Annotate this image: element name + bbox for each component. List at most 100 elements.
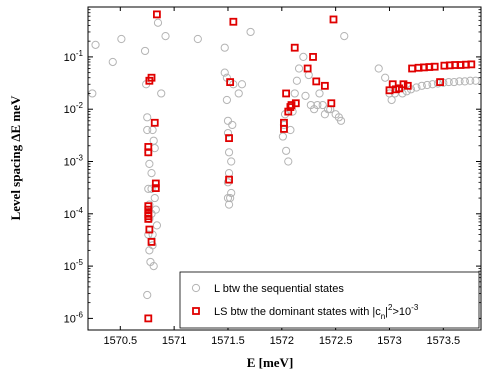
data-point-circle (147, 169, 156, 178)
data-point-square (280, 125, 288, 133)
data-point-circle (152, 221, 162, 230)
data-point-square (147, 238, 156, 246)
data-point-square (309, 53, 317, 61)
series-2 (144, 10, 476, 323)
data-point-circle (284, 157, 293, 166)
y-tick-label: 10-4 (64, 206, 84, 221)
data-point-square (291, 99, 300, 108)
data-point-circle (140, 46, 150, 56)
data-point-circle (220, 43, 229, 52)
x-tick-label: 1571.5 (211, 335, 245, 347)
x-tick-label: 1571 (162, 335, 186, 347)
y-tick-label: 10-5 (64, 258, 84, 273)
data-point-circle (282, 146, 291, 155)
data-point-circle (466, 76, 475, 85)
data-point-square (327, 99, 336, 108)
data-point-square (144, 148, 153, 157)
data-point-circle (313, 100, 322, 110)
data-point-square (226, 78, 235, 86)
data-point-circle (237, 80, 247, 89)
data-point-circle (143, 290, 152, 300)
data-point-circle (234, 89, 243, 98)
data-point-circle (144, 184, 153, 193)
data-point-square (225, 175, 233, 184)
legend-circle-marker (191, 283, 201, 293)
data-point-circle (151, 205, 160, 214)
data-point-circle (290, 89, 299, 98)
data-point-circle (228, 120, 237, 130)
data-point-circle (423, 80, 432, 90)
series-1 (88, 18, 480, 300)
legend-box (179, 271, 480, 329)
data-point-circle (108, 57, 117, 67)
data-point-circle (227, 157, 236, 166)
data-point-circle (428, 80, 437, 89)
data-point-square (399, 80, 408, 89)
data-point-circle (301, 91, 310, 100)
y-tick-label: 10-2 (64, 101, 84, 116)
data-point-square (430, 62, 439, 71)
data-point-square (320, 81, 329, 90)
x-tick-label: 1573.5 (426, 335, 460, 347)
data-point-circle (294, 64, 304, 73)
data-point-square (467, 60, 476, 69)
data-point-square (287, 101, 296, 109)
legend-label-1: L btw the sequential states (214, 283, 344, 295)
x-tick-label: 1570.5 (103, 335, 137, 347)
legend-label-2: LS btw the dominant states with |cn|2>10… (214, 303, 419, 321)
legend: L btw the sequential states LS btw the do… (179, 271, 480, 329)
data-point-square (303, 64, 312, 73)
data-point-circle (374, 64, 383, 73)
data-point-circle (220, 68, 229, 77)
x-tick-label: 1572 (270, 335, 294, 347)
data-point-circle (412, 83, 421, 92)
data-point-circle (340, 31, 349, 41)
data-point-circle (444, 77, 453, 87)
data-point-square (144, 314, 153, 323)
data-point-square (312, 77, 321, 86)
y-tick-label: 10-3 (64, 154, 84, 169)
data-point-square (225, 134, 233, 143)
data-point-circle (223, 128, 233, 138)
data-point-square (153, 10, 161, 19)
data-point-circle (455, 77, 464, 86)
data-point-circle (153, 18, 163, 27)
y-tick-label: 10-6 (64, 310, 84, 325)
data-point-circle (150, 193, 159, 203)
data-point-circle (149, 261, 158, 271)
data-point-circle (278, 132, 287, 141)
data-point-circle (145, 159, 154, 168)
data-point-circle (417, 81, 426, 90)
data-point-square (151, 179, 160, 188)
plot-frame (87, 6, 482, 331)
data-point-circle (315, 89, 324, 98)
data-point-square (403, 81, 412, 90)
y-tick-label: 10-1 (64, 49, 84, 64)
data-point-circle (222, 95, 231, 105)
data-point-square (144, 214, 153, 223)
data-point-circle (299, 52, 308, 62)
data-point-circle (318, 100, 327, 110)
data-point-circle (91, 40, 100, 49)
x-tick-label: 1573 (377, 335, 401, 347)
data-point-circle (161, 31, 170, 41)
data-point-square (290, 43, 299, 52)
y-axis-title: Level spacing ΔE meV (8, 95, 23, 220)
data-point-circle (117, 34, 126, 44)
data-point-circle (471, 76, 480, 85)
data-point-square (147, 73, 156, 82)
axes-layer: 1570.5 1571 1571.5 1572 1572.5 1573 1573.5 10-6… (64, 6, 482, 347)
legend-square-marker (192, 307, 200, 315)
data-point-circle (449, 77, 459, 87)
data-point-circle (193, 34, 202, 44)
data-point-circle (387, 95, 396, 105)
data-point-circle (157, 89, 166, 98)
data-point-square (229, 17, 238, 26)
data-point-circle (224, 148, 234, 157)
data-point-circle (292, 76, 301, 85)
data-point-square (329, 15, 338, 24)
data-point-circle (147, 184, 156, 193)
data-point-circle (381, 73, 390, 82)
data-point-square (395, 84, 404, 93)
data-point-circle (227, 188, 236, 198)
